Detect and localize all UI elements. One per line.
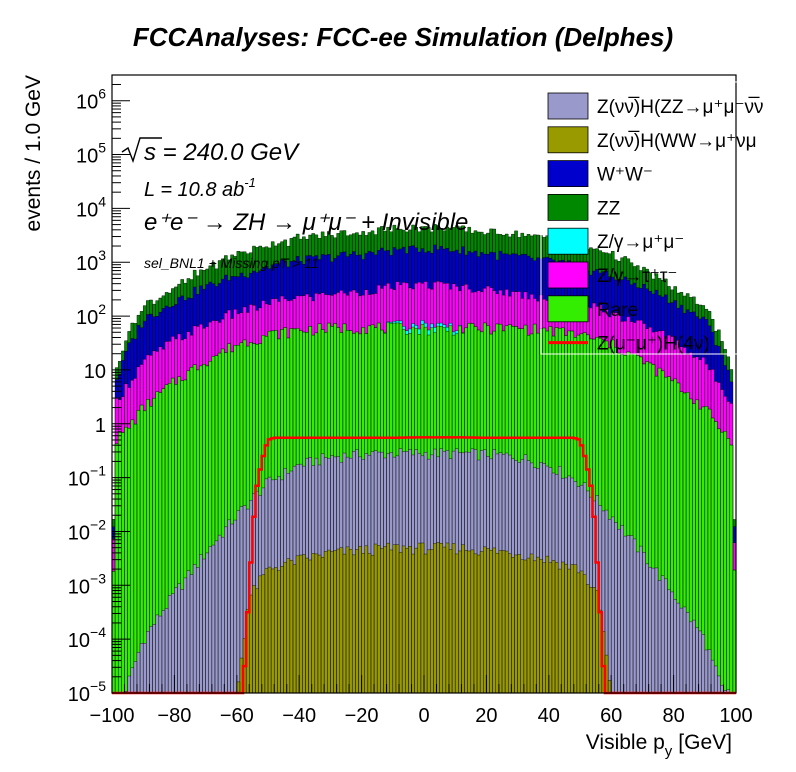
x-tick-label: 60 (600, 705, 622, 727)
legend-box (540, 81, 796, 355)
y-tick-label: 10−1 (68, 463, 106, 491)
selection-label: sel_BNL1 + Missing pT > 11 (144, 255, 319, 271)
legend-swatch (547, 92, 589, 120)
x-axis-ticks: −100 −80 −60 −40 −20 0 20 40 60 80 100 (89, 675, 753, 727)
x-tick-label: −40 (282, 705, 316, 727)
legend-label: Z(νν̅)H(WW→μ⁺νμ (597, 131, 757, 152)
legend-label: Z/γ→μ⁺μ⁻ (597, 232, 684, 253)
legend-swatch (547, 227, 589, 255)
y-tick-label: 106 (76, 86, 106, 114)
lumi-label: L = 10.8 ab-1 (144, 175, 256, 201)
y-axis-ticks: 10−5 10−4 10−3 10−2 10−1 1 10 102 103 104 105 106 (68, 74, 130, 706)
lumi-prefix: L = 10.8 ab (144, 179, 244, 201)
histogram-layer (236, 542, 612, 694)
x-tick-label: 80 (662, 705, 684, 727)
x-axis-label-unit: [GeV] (678, 731, 732, 754)
legend-label: Z(μ⁻μ⁺)H(4ν) (597, 334, 710, 355)
legend-label: Z/γ→τ⁺τ⁻ (597, 266, 677, 287)
x-axis-label: Visible py [GeV] (586, 731, 732, 760)
process-label: e⁺e⁻ → ZH → μ⁺μ⁻ + Invisible (144, 209, 468, 236)
y-tick-label: 10−5 (68, 678, 106, 706)
y-tick-label: 104 (76, 193, 106, 221)
x-tick-label: 40 (538, 705, 560, 727)
x-tick-label: 100 (719, 705, 752, 727)
legend-label: W⁺W⁻ (597, 165, 653, 186)
legend-label: Z(νν̅)H(ZZ→μ⁺μ⁻ν̅ν (597, 97, 763, 118)
legend-swatch (547, 126, 589, 154)
x-tick-label: −100 (89, 705, 134, 727)
x-tick-label: 0 (418, 705, 429, 727)
sqrt-icon (121, 137, 162, 164)
sqrt-s-annotation: s = 240.0 GeV (121, 137, 300, 166)
x-tick-label: −20 (345, 705, 379, 727)
y-tick-label: 10−3 (68, 570, 106, 598)
legend: Z(νν̅)H(ZZ→μ⁺μ⁻ν̅ν Z(νν̅)H(WW→μ⁺νμ W⁺W⁻ ZZ Z… (540, 81, 796, 355)
y-tick-label: 10 (84, 361, 106, 383)
y-tick-label: 105 (76, 140, 106, 168)
sqrt-s-label: s = 240.0 GeV (144, 139, 300, 166)
y-tick-label: 103 (76, 247, 106, 275)
x-tick-label: −80 (157, 705, 191, 727)
y-axis-label: events / 1.0 GeV (22, 75, 45, 231)
x-tick-label: 20 (475, 705, 497, 727)
legend-label: ZZ (597, 198, 621, 219)
y-tick-label: 10−4 (68, 624, 106, 652)
stacked-histogram (111, 224, 737, 694)
x-axis-label-main: Visible p (586, 731, 665, 754)
x-tick-label: −60 (220, 705, 254, 727)
x-axis-label-sub: y (665, 743, 673, 760)
chart-title: FCCAnalyses: FCC-ee Simulation (Delphes) (133, 22, 673, 52)
legend-swatch (547, 193, 589, 221)
legend-label: Rare (597, 300, 638, 321)
legend-swatch (547, 295, 589, 323)
lumi-exp: -1 (244, 175, 256, 190)
legend-swatch (547, 261, 589, 289)
y-tick-label: 10−2 (68, 516, 106, 544)
y-tick-label: 1 (95, 415, 106, 437)
y-tick-label: 102 (76, 301, 106, 329)
legend-swatch (547, 160, 589, 188)
annotations: s = 240.0 GeV L = 10.8 ab-1 e⁺e⁻ → ZH → … (121, 137, 468, 271)
